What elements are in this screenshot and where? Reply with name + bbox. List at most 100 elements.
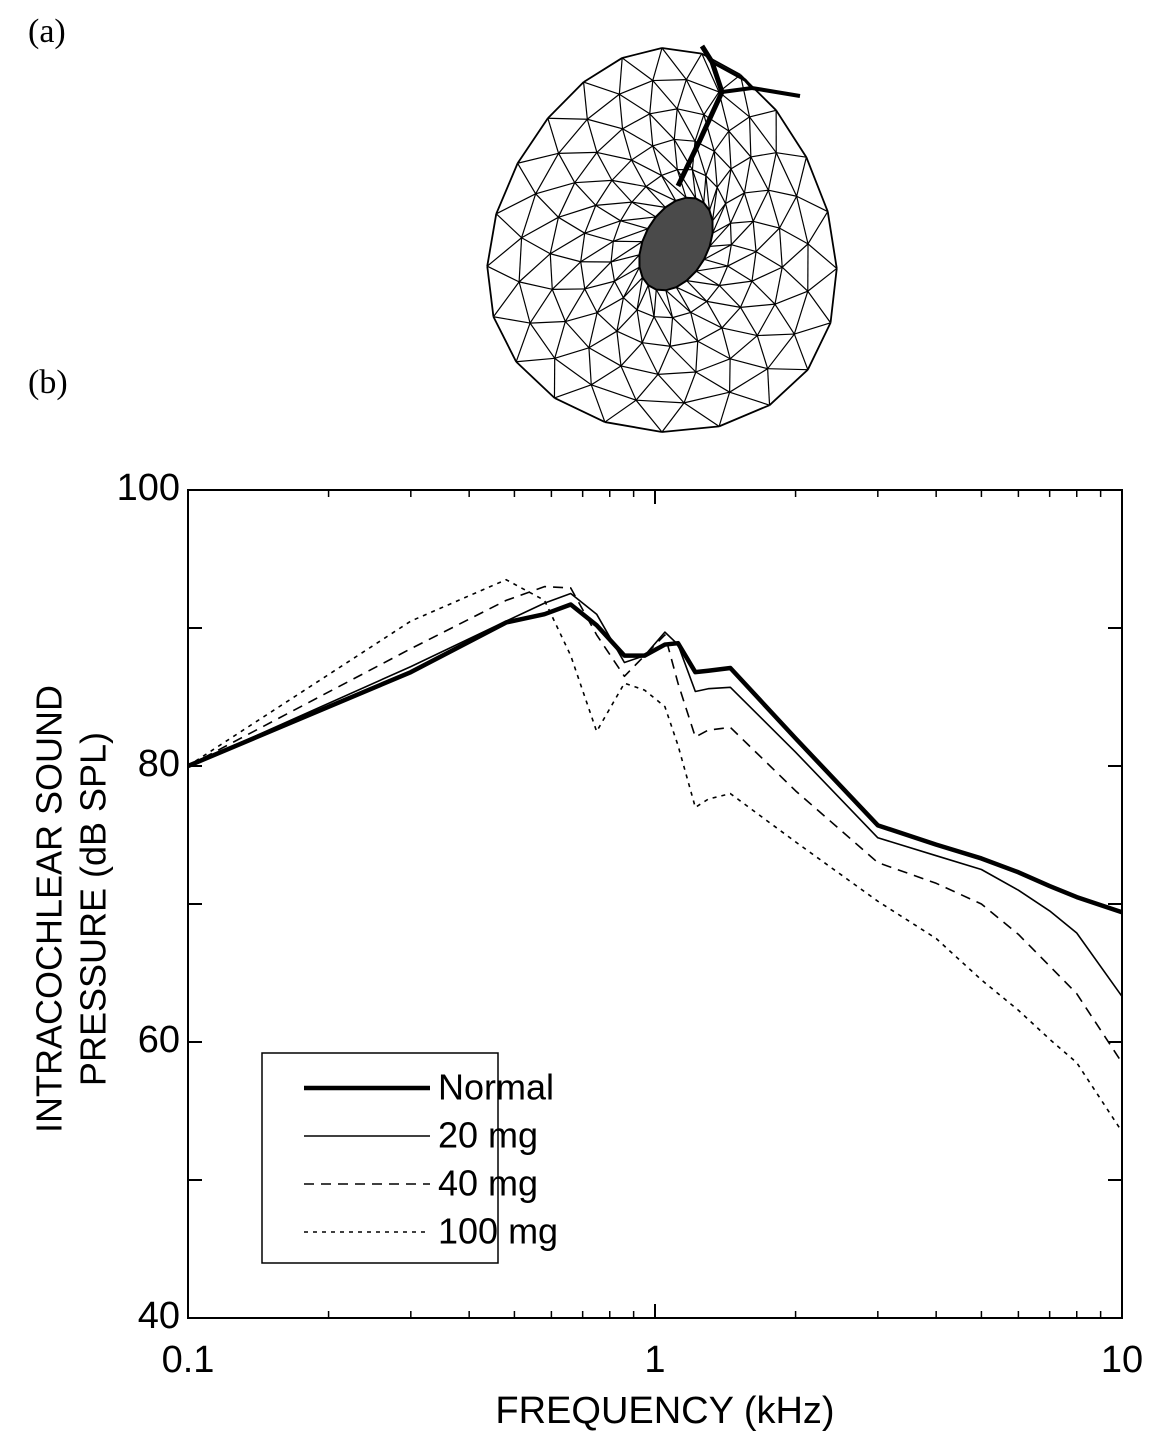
mesh-edge <box>551 289 566 322</box>
mesh-edge <box>584 205 597 234</box>
mesh-edge <box>620 220 649 230</box>
mesh-edge <box>584 280 615 290</box>
mesh-edge <box>580 261 586 290</box>
mesh-edge <box>642 342 671 347</box>
mesh-edge <box>712 203 727 222</box>
mesh-edge <box>665 289 692 313</box>
mesh-edge <box>755 251 783 268</box>
mesh-edge <box>631 201 666 208</box>
mesh-edge <box>582 82 588 120</box>
mesh-edge <box>495 162 519 215</box>
mesh-edge <box>631 145 654 161</box>
mesh-edge <box>767 152 777 191</box>
mesh-edge <box>683 371 697 404</box>
mesh-edge <box>611 179 647 188</box>
mesh-edge <box>686 280 720 287</box>
mesh-edge <box>703 244 732 260</box>
mesh-edge <box>705 151 715 176</box>
mesh-edge <box>517 152 559 164</box>
mesh-edge <box>730 156 752 170</box>
mesh-edge <box>521 237 551 255</box>
mesh-edge <box>728 130 752 158</box>
mesh-edge <box>696 265 728 272</box>
mesh-edge <box>535 182 575 195</box>
mesh-edge <box>596 152 613 181</box>
mesh-edge <box>807 322 832 371</box>
mesh-edge <box>749 109 777 118</box>
mesh-edge <box>529 289 553 324</box>
mesh-edge <box>685 53 703 80</box>
mesh-edge <box>708 187 718 211</box>
mesh-edge <box>636 284 649 311</box>
mesh-edge <box>486 237 522 267</box>
mesh-edge <box>716 168 732 188</box>
mesh-edge <box>620 342 643 367</box>
mesh-edge <box>665 290 674 318</box>
mesh-edge <box>645 186 676 202</box>
mesh-edge <box>611 179 633 203</box>
mesh-edge <box>729 391 770 406</box>
mesh-edge <box>618 94 624 129</box>
mesh-edge <box>495 193 536 215</box>
mesh-edge <box>652 145 663 176</box>
mesh-edge <box>807 243 838 269</box>
mesh-edge <box>676 79 687 110</box>
mesh-edge <box>676 108 696 142</box>
mesh-edge <box>781 266 809 292</box>
mesh-edge <box>620 216 656 222</box>
mesh-edge <box>721 327 758 337</box>
mesh-edge <box>645 174 662 188</box>
mesh-edge <box>610 241 643 263</box>
mesh-edge <box>685 79 705 115</box>
mesh-edge <box>588 312 598 348</box>
mesh-edge <box>776 152 807 158</box>
mesh-edge <box>596 280 616 314</box>
mesh-edge <box>621 57 654 82</box>
mesh-edge <box>728 116 750 132</box>
mesh-edge <box>653 289 657 317</box>
mesh-edge <box>794 322 831 335</box>
mesh-edge <box>596 128 623 153</box>
mesh-edge <box>641 316 655 343</box>
mesh-edge <box>767 368 808 371</box>
series-line <box>187 578 1123 1133</box>
mesh-edge <box>595 201 632 206</box>
mesh-edge <box>712 222 731 234</box>
legend-label: 20 mg <box>438 1115 538 1156</box>
mesh-edge <box>547 117 588 120</box>
mesh-edge <box>649 113 675 140</box>
mesh-edge <box>739 307 758 336</box>
mesh-edge <box>775 109 808 158</box>
mesh-edge <box>518 253 551 283</box>
mesh-edge <box>564 321 590 349</box>
mesh-edge <box>623 297 638 311</box>
mesh-edge <box>620 201 633 222</box>
mesh-edge <box>661 402 685 433</box>
mesh-edge <box>604 399 637 423</box>
mesh-edge <box>706 285 720 302</box>
mesh-edge <box>554 347 590 359</box>
mesh-edge <box>653 316 671 347</box>
mesh-edge <box>486 265 520 283</box>
mesh-edge <box>595 180 613 206</box>
mesh-edge <box>721 327 731 359</box>
mesh-edge <box>518 281 553 290</box>
mesh-edge <box>673 139 678 170</box>
mesh-edge <box>565 312 598 323</box>
mesh-edge <box>611 159 632 181</box>
mesh-edge <box>774 303 795 335</box>
mesh-edge <box>718 91 750 118</box>
mesh-edge <box>767 333 795 370</box>
mesh-edge <box>676 286 708 302</box>
mesh-edge <box>729 368 768 393</box>
mesh-edge <box>691 169 705 203</box>
mesh-edge <box>750 156 769 191</box>
mesh-edge <box>486 266 495 317</box>
mesh-edge <box>713 151 718 188</box>
mesh-edge <box>652 80 678 110</box>
mesh-edge <box>610 261 616 282</box>
mesh-edge <box>703 175 707 203</box>
mesh-edge <box>587 118 623 130</box>
mesh-edge <box>614 266 640 282</box>
mesh-edge <box>558 153 576 183</box>
